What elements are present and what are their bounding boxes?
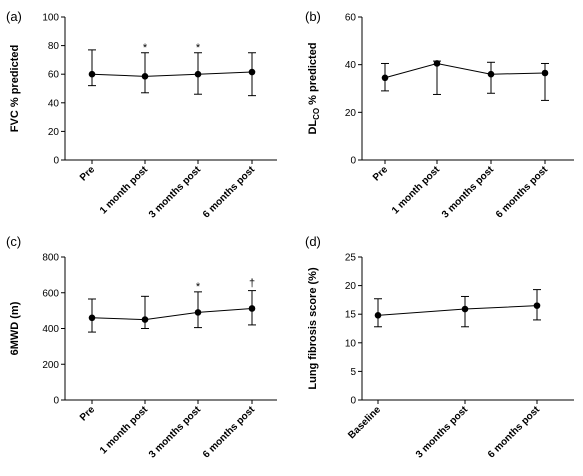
- data-point: [541, 69, 549, 77]
- y-axis-title: Lung fibrosis score (%): [307, 267, 319, 390]
- y-tick-label: 800: [42, 253, 59, 264]
- significance-marker: *: [143, 42, 148, 54]
- data-point: [248, 68, 256, 76]
- x-tick-label: 1 month post: [98, 404, 151, 457]
- y-tick-label: 5: [350, 367, 356, 378]
- y-tick-label: 0: [350, 396, 356, 407]
- y-tick-label: 25: [345, 253, 357, 264]
- data-point: [141, 316, 149, 323]
- data-point: [88, 70, 96, 78]
- series-line: [91, 307, 253, 321]
- x-tick-label: 1 month post: [98, 164, 151, 217]
- panel-d: (d) 0 5 10 15 20 25 Lung fibrosis score (%) Base…: [305, 234, 574, 460]
- y-tick-label: 200: [42, 360, 59, 371]
- x-tick-label: 3 months post: [414, 404, 471, 461]
- x-tick-label: Pre: [78, 164, 97, 183]
- y-tick-label: 15: [345, 310, 357, 321]
- x-tick-label: 6 months post: [201, 164, 258, 221]
- x-tick-label: 6 months post: [486, 404, 543, 461]
- x-tick-label: 3 months post: [147, 404, 204, 461]
- series-line: [91, 71, 253, 77]
- panel-label: (d): [305, 234, 321, 249]
- series-line: [384, 62, 546, 79]
- data-point: [194, 70, 202, 78]
- data-point: [88, 314, 96, 322]
- significance-marker: *: [196, 42, 201, 54]
- y-tick-label: 100: [42, 13, 59, 24]
- panel-c: (c) 0 200 400 600 800 6MWD (m) Pre 1 month post3…: [6, 234, 277, 460]
- data-point: [381, 74, 389, 82]
- panel-label: (c): [6, 234, 21, 249]
- x-tick-label: Baseline: [346, 404, 383, 441]
- significance-marker: †: [249, 278, 255, 290]
- y-tick-label: 0: [53, 156, 59, 167]
- data-point: [533, 302, 541, 309]
- series-line: [377, 305, 538, 316]
- y-tick-label: 40: [48, 98, 60, 109]
- data-point: [433, 60, 441, 67]
- y-tick-label: 60: [345, 13, 357, 24]
- y-axis-title: FVC % predicted: [9, 45, 21, 132]
- y-axis-title: 6MWD (m): [9, 301, 21, 355]
- y-tick-label: 0: [350, 156, 356, 167]
- data-point: [461, 305, 469, 313]
- panel-b: (b) 0 20 40 60 DLCO % predicted Pre 1 month pos…: [305, 9, 574, 220]
- x-tick-label: 3 months post: [440, 164, 497, 221]
- panel-label: (b): [305, 9, 321, 24]
- x-tick-label: 6 months post: [201, 404, 258, 461]
- data-point: [194, 309, 202, 316]
- x-tick-label: Pre: [371, 164, 390, 183]
- x-tick-label: 1 month post: [390, 164, 443, 217]
- x-tick-label: 6 months post: [494, 164, 551, 221]
- y-tick-label: 600: [42, 288, 59, 299]
- data-point: [248, 305, 256, 312]
- y-tick-label: 400: [42, 324, 59, 335]
- x-tick-label: 3 months post: [147, 164, 204, 221]
- y-tick-label: 0: [53, 396, 59, 407]
- data-point: [487, 70, 495, 78]
- y-tick-label: 60: [48, 70, 60, 81]
- data-point: [374, 312, 382, 319]
- y-tick-label: 40: [345, 60, 357, 71]
- panel-label: (a): [6, 9, 22, 24]
- y-tick-label: 80: [48, 41, 60, 52]
- significance-marker: *: [196, 281, 201, 293]
- panel-a: (a) 0 20 40 60 80 100 FVC % predicted Pre 1 month…: [6, 9, 277, 220]
- x-tick-label: Pre: [78, 404, 97, 423]
- y-tick-label: 20: [345, 108, 357, 119]
- y-tick-label: 10: [345, 338, 357, 349]
- y-tick-label: 20: [48, 127, 60, 138]
- y-axis-title: DLCO % predicted: [307, 42, 321, 134]
- y-tick-label: 20: [345, 281, 357, 292]
- data-point: [141, 73, 149, 80]
